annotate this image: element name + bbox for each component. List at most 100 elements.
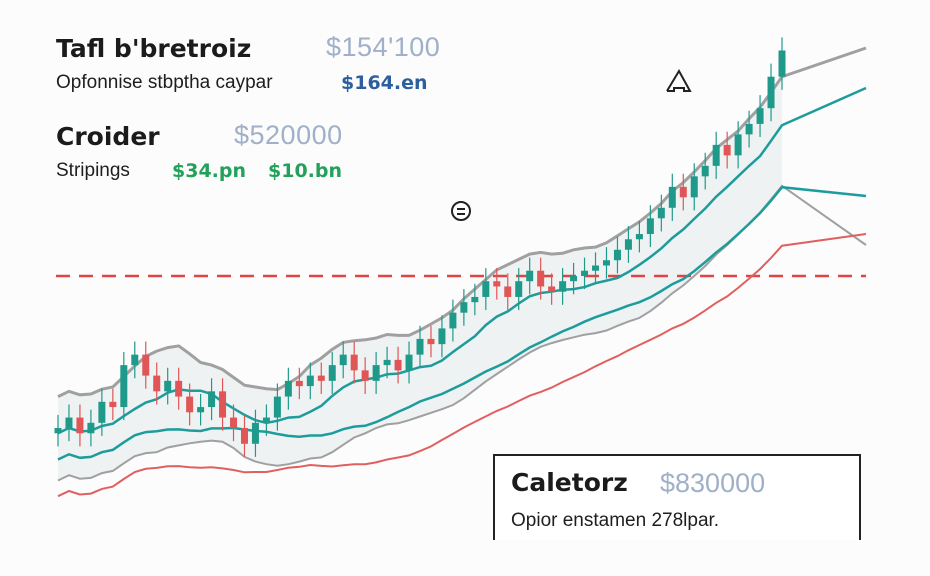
candle-body bbox=[153, 375, 161, 392]
candle bbox=[679, 173, 687, 211]
candle-body bbox=[306, 375, 314, 387]
candle-body bbox=[515, 281, 523, 297]
candle bbox=[284, 367, 292, 410]
candle bbox=[438, 315, 446, 358]
candle-body bbox=[120, 365, 128, 408]
candle bbox=[219, 378, 227, 431]
candle bbox=[383, 346, 391, 379]
candle-body bbox=[186, 396, 194, 413]
candle-body bbox=[559, 281, 567, 292]
panel3-note: Opior enstamen 278lpar. bbox=[511, 510, 720, 531]
candle-body bbox=[778, 50, 786, 77]
candle-body bbox=[646, 218, 654, 235]
candle-body bbox=[493, 281, 501, 287]
candle bbox=[537, 257, 545, 300]
candle-body bbox=[405, 354, 413, 371]
candle-body bbox=[98, 401, 106, 423]
candle-body bbox=[416, 338, 424, 355]
candle-body bbox=[87, 422, 95, 434]
panel1-badge: $164.en bbox=[341, 72, 428, 94]
panel2-value: $520000 bbox=[234, 120, 343, 150]
candle bbox=[251, 409, 259, 457]
candle-body bbox=[471, 296, 479, 303]
candle bbox=[98, 388, 106, 436]
candle bbox=[668, 173, 676, 221]
candle-body bbox=[679, 186, 687, 198]
candle bbox=[394, 346, 402, 384]
candle bbox=[208, 378, 216, 421]
candle-body bbox=[624, 239, 632, 250]
candle-body bbox=[723, 144, 731, 156]
up-arrow-icon bbox=[666, 68, 692, 92]
candle bbox=[526, 257, 534, 295]
candle-body bbox=[548, 286, 556, 292]
candle-body bbox=[701, 165, 709, 177]
candle bbox=[142, 341, 150, 389]
candle-body bbox=[657, 207, 665, 219]
candle-body bbox=[449, 312, 457, 329]
candle bbox=[76, 404, 84, 447]
candle bbox=[602, 247, 610, 279]
candle bbox=[405, 341, 413, 384]
candle bbox=[559, 268, 567, 305]
panel3-value: $830000 bbox=[660, 468, 766, 498]
candle bbox=[372, 352, 380, 394]
candle bbox=[153, 362, 161, 405]
candle bbox=[745, 110, 753, 148]
candle bbox=[273, 383, 281, 431]
candle bbox=[361, 357, 369, 394]
candle bbox=[778, 37, 786, 90]
panel1-title: Tafl b'bretroiz bbox=[56, 34, 252, 63]
candle bbox=[646, 205, 654, 248]
candle bbox=[339, 341, 347, 379]
candle-body bbox=[240, 428, 248, 444]
candle-body bbox=[504, 286, 512, 297]
candle-body bbox=[383, 359, 391, 366]
candle-body bbox=[427, 338, 435, 345]
candle-body bbox=[131, 354, 139, 366]
candle-body bbox=[339, 354, 347, 366]
candle-body bbox=[570, 275, 578, 282]
candle bbox=[120, 352, 128, 421]
candle-body bbox=[581, 270, 589, 276]
candle bbox=[109, 388, 117, 421]
candle bbox=[548, 273, 556, 305]
teal-slow-line bbox=[57, 185, 867, 461]
candle bbox=[295, 367, 303, 400]
panel2-badge-b: $10.bn bbox=[268, 160, 343, 182]
candle-body bbox=[635, 234, 643, 240]
candle bbox=[635, 220, 643, 253]
candle-body bbox=[251, 422, 259, 444]
candle-body bbox=[394, 359, 402, 371]
candle bbox=[416, 325, 424, 368]
candle-body bbox=[537, 270, 545, 287]
panel1-value: $154'100 bbox=[326, 32, 441, 62]
candle-body bbox=[109, 401, 117, 408]
candle-body bbox=[328, 365, 336, 381]
candle bbox=[230, 404, 238, 442]
candle-body bbox=[208, 391, 216, 408]
candle bbox=[756, 95, 764, 138]
candle bbox=[712, 131, 720, 179]
candle-body bbox=[361, 370, 369, 381]
candle bbox=[197, 393, 205, 426]
candle bbox=[482, 268, 490, 311]
candle bbox=[175, 367, 183, 410]
candle bbox=[328, 352, 336, 394]
candle-body bbox=[164, 380, 172, 392]
candle-body bbox=[734, 134, 742, 156]
candle-body bbox=[273, 396, 281, 418]
panel2-label: Stripings bbox=[56, 160, 130, 181]
red-trend-line bbox=[57, 233, 867, 498]
candle bbox=[723, 131, 731, 169]
candle-body bbox=[756, 108, 764, 124]
candle bbox=[581, 257, 589, 290]
candle-body bbox=[745, 123, 753, 135]
candle-body bbox=[668, 186, 676, 208]
candle bbox=[65, 404, 73, 442]
candle bbox=[350, 341, 358, 384]
candle bbox=[613, 236, 621, 274]
candle-body bbox=[54, 428, 62, 434]
candle bbox=[240, 414, 248, 457]
